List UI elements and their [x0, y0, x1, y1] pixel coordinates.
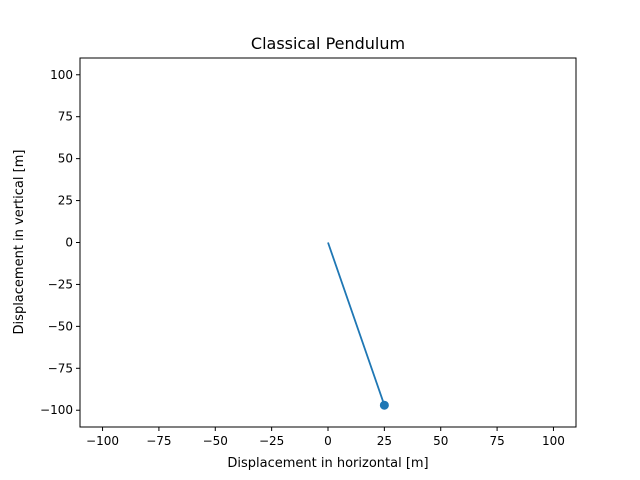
x-tick-label: −75 [146, 434, 171, 448]
x-axis-label: Displacement in horizontal [m] [227, 456, 428, 471]
y-tick-label: −50 [48, 319, 73, 333]
y-tick-label: 75 [58, 110, 73, 124]
y-axis-label: Displacement in vertical [m] [12, 150, 27, 335]
y-axis: −100 −75 −50 −25 0 25 50 75 100 [40, 68, 80, 417]
x-tick-label: 50 [433, 434, 448, 448]
y-tick-label: −25 [48, 277, 73, 291]
y-tick-label: 25 [58, 194, 73, 208]
x-tick-label: 75 [489, 434, 504, 448]
x-tick-label: −25 [259, 434, 284, 448]
pendulum-bob-point [379, 400, 389, 410]
x-axis: −100 −75 −50 −25 0 25 50 75 100 [86, 427, 565, 448]
axes-frame [79, 57, 577, 428]
x-tick-label: 0 [324, 434, 332, 448]
chart-title: Classical Pendulum [251, 34, 405, 53]
chart-marks [327, 242, 389, 410]
x-tick-label: 100 [542, 434, 565, 448]
x-tick-label: 25 [377, 434, 392, 448]
plot-area: −100 −75 −50 −25 0 25 50 75 100 −100 −75 −50 −25 0 25… [40, 57, 577, 448]
x-tick-label: −100 [86, 434, 119, 448]
pendulum-rod-line [327, 242, 386, 406]
y-tick-label: 50 [58, 152, 73, 166]
y-tick-label: −100 [40, 403, 73, 417]
y-tick-label: 100 [50, 68, 73, 82]
y-tick-label: 0 [65, 236, 73, 250]
x-tick-label: −50 [203, 434, 228, 448]
y-tick-label: −75 [48, 361, 73, 375]
